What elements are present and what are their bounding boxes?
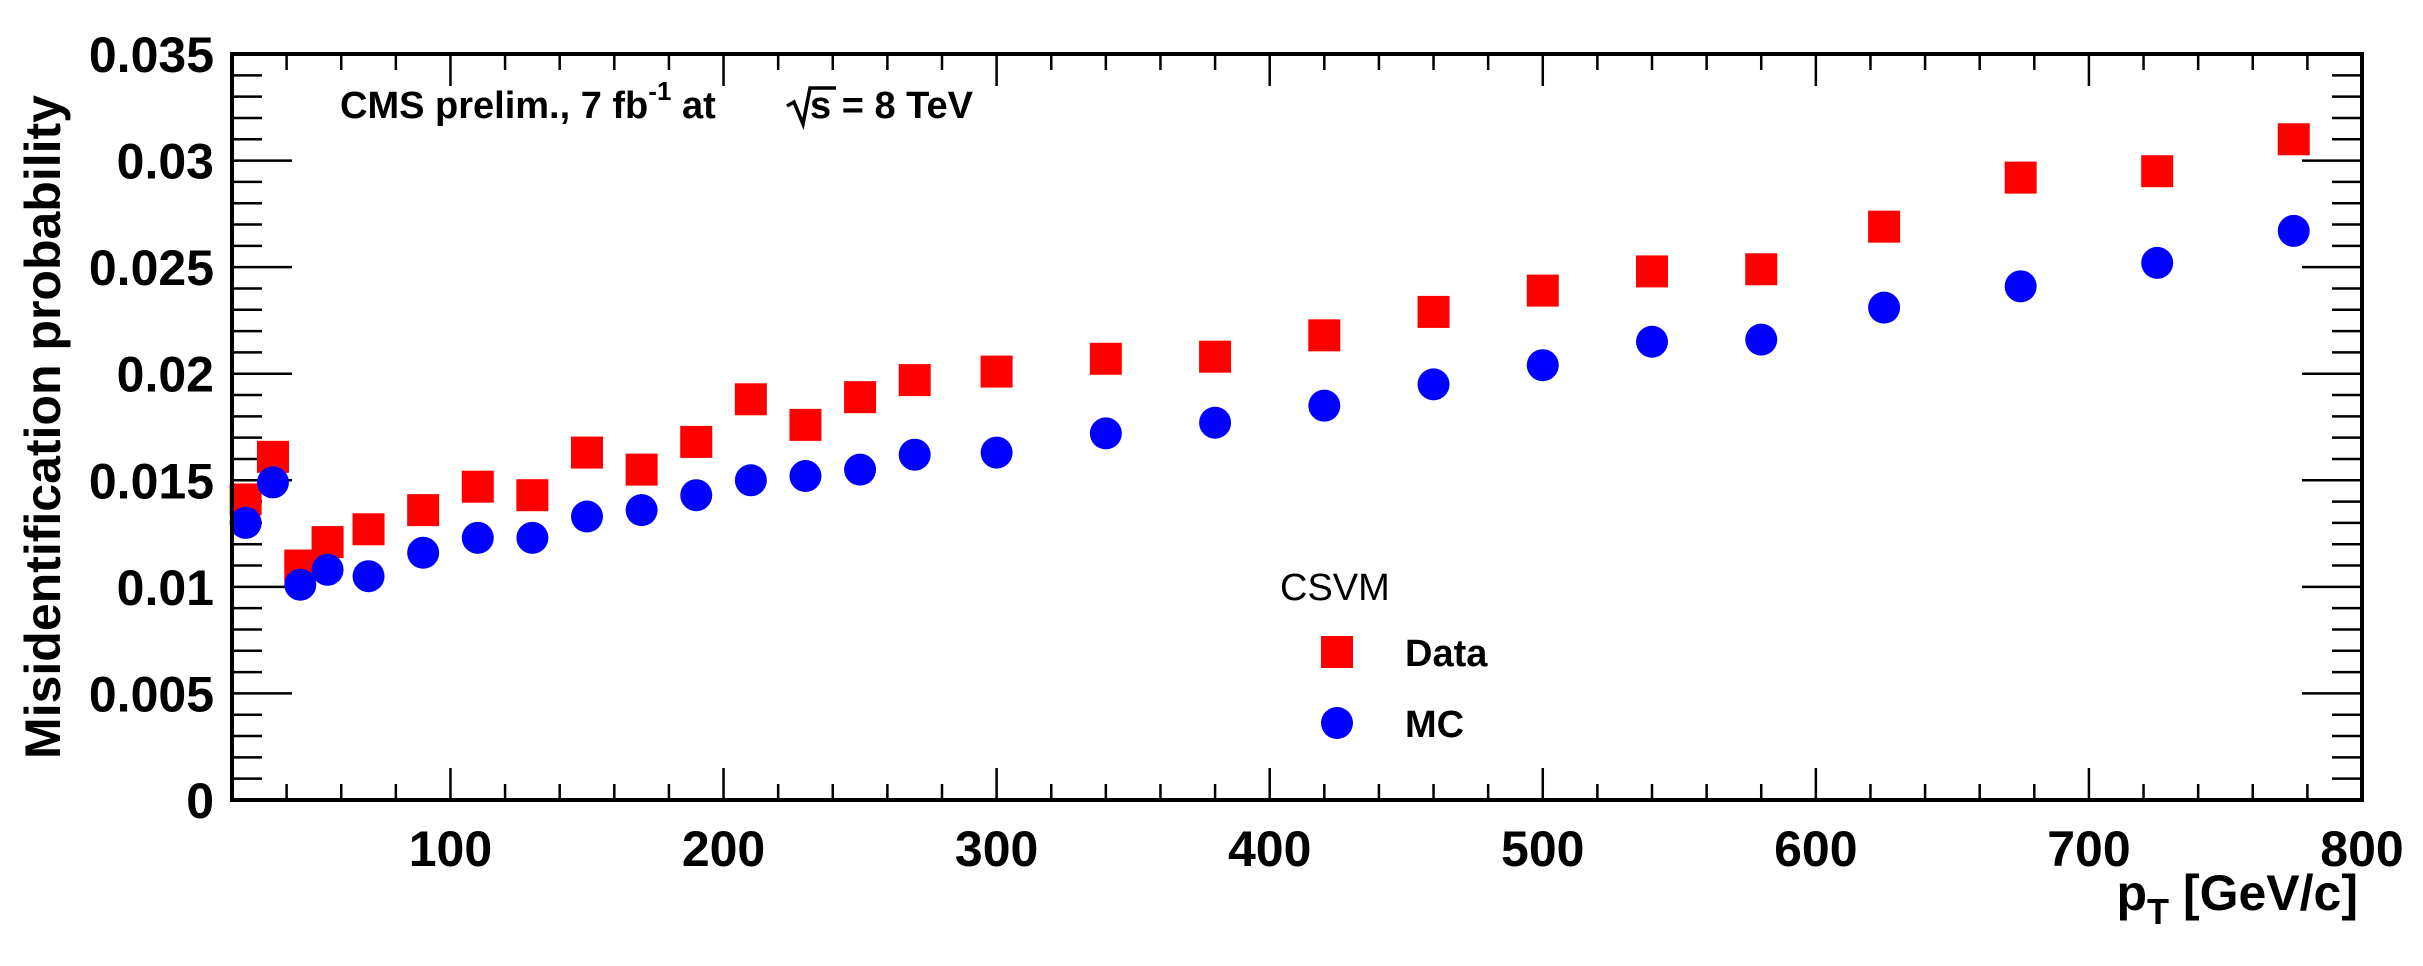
data-point-square [625,453,658,486]
mc-point-circle [1745,323,1778,356]
data-marks [229,123,2310,601]
data-point-square [789,408,822,441]
data-point-square [2141,155,2174,188]
mc-point-circle [1308,389,1341,422]
mc-point-circle [789,460,822,493]
axis-ticks [230,52,2364,802]
annotation-part1: CMS prelim., 7 fb [340,85,648,127]
data-point-square [1526,274,1559,307]
mc-point-circle [311,553,344,586]
x-tick-label: 400 [1228,821,1311,877]
x-tick-label: 100 [409,821,492,877]
data-point-square [734,383,767,416]
y-tick-label: 0.025 [89,240,214,296]
data-point-square [1308,319,1341,352]
data-point-square [844,381,877,414]
mc-point-circle [571,500,603,533]
x-tick-label: 200 [682,821,765,877]
data-point-square [516,479,549,512]
x-tick-label: 600 [1774,821,1857,877]
x-tick-label: 300 [955,821,1038,877]
plot-frame [230,52,2364,802]
sqrt-symbol [786,86,836,131]
mc-point-circle [680,479,713,512]
data-point-square [2277,123,2310,156]
data-point-square [1089,342,1122,375]
x-axis-title-subscript: T [2147,891,2169,932]
data-point-square [352,513,385,546]
x-tick-label: 700 [2047,821,2130,877]
annotation-part3: = 8 TeV [831,85,974,127]
mc-point-circle [980,436,1013,469]
data-point-square [898,364,931,397]
mc-point-circle [1199,406,1232,439]
legend-data-marker [1321,636,1353,668]
y-tick-label: 0 [186,773,214,829]
data-point-square [461,470,494,503]
mc-point-circle [844,453,877,486]
y-tick-label: 0.03 [117,134,214,190]
x-tick-label: 500 [1501,821,1584,877]
cms-annotation: CMS prelim., 7 fb-1 at s = 8 TeV [340,76,974,131]
mc-point-circle [2141,246,2174,279]
y-axis-title: Misidentification probability [15,95,71,759]
data-point-square [1417,295,1450,328]
y-tick-label: 0.02 [117,347,214,403]
legend-data-label: Data [1405,633,1488,675]
x-axis-title: pT [GeV/c] [2117,865,2359,932]
data-point-square [980,355,1013,388]
annotation-sqrt-argument: s [810,85,831,127]
mc-point-circle [516,521,549,554]
mc-point-circle [734,464,767,497]
x-axis-title-symbol: p [2117,865,2148,921]
data-point-square [571,436,603,469]
legend-header: CSVM [1280,567,1390,609]
mc-point-circle [229,506,262,539]
data-point-square [1868,210,1901,243]
mc-point-circle [625,494,658,527]
annotation-superscript: -1 [648,76,671,106]
axis-tick-labels: 100 200 300 400 500 600 700 800 0 0.005 0.01 0.015 0… [89,27,2404,877]
data-point-square [1745,253,1778,286]
mc-point-circle [407,536,440,569]
data-point-square [1636,255,1668,288]
mc-point-circle [1526,349,1559,382]
annotation-text: CMS prelim., 7 fb-1 at [340,76,716,127]
mc-point-circle [256,466,289,499]
y-tick-label: 0.005 [89,666,214,722]
mc-point-circle [1089,417,1122,450]
data-point-square [311,526,344,559]
legend: CSVM Data MC [1280,567,1488,746]
data-point-square [680,425,713,458]
data-point-square [2004,161,2037,194]
legend-mc-label: MC [1405,704,1464,746]
mc-point-circle [2277,214,2310,247]
annotation-part2: at [671,85,716,127]
x-tick-label: 800 [2320,821,2403,877]
mc-point-circle [352,560,385,593]
mc-point-circle [1636,325,1668,358]
data-point-square [1199,340,1232,373]
y-tick-label: 0.035 [89,27,214,83]
x-axis-title-unit: [GeV/c] [2169,865,2358,921]
mc-point-circle [461,521,494,554]
mc-point-circle [898,438,931,471]
mc-point-circle [284,568,317,601]
mc-point-circle [1417,368,1450,401]
y-tick-label: 0.01 [117,560,214,616]
mc-point-circle [1868,291,1901,324]
mc-point-circle [2004,270,2037,303]
data-point-square [407,494,440,527]
y-tick-label: 0.015 [89,453,214,509]
annotation-sqrt-text: s = 8 TeV [810,85,974,127]
legend-mc-marker [1321,707,1353,739]
